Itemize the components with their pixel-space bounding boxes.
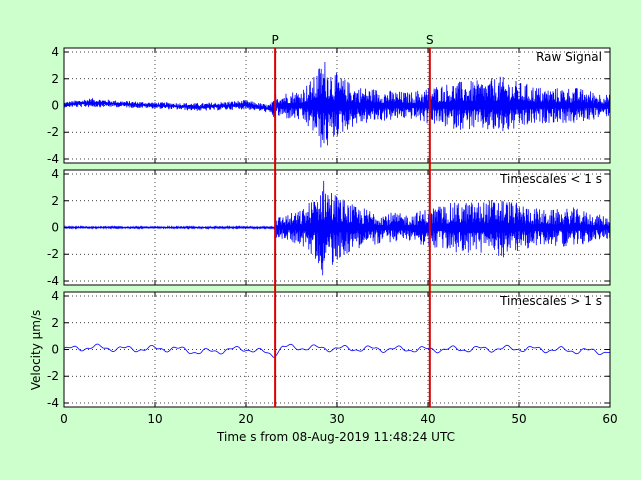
series-timescales-1-s [63, 180, 611, 276]
y-tick-label: 2 [51, 316, 59, 330]
x-axis: 0 10 20 30 40 50 60 [60, 412, 617, 426]
y-tick-label: 4 [51, 45, 59, 59]
x-tick-label: 20 [238, 412, 253, 426]
x-tick-label: 60 [602, 412, 617, 426]
x-tick-label: 50 [511, 412, 526, 426]
panel-1: -4 -2 0 2 4 Raw Signal [47, 45, 611, 166]
panel-label: Timescales < 1 s [499, 172, 602, 186]
pick-label-p: P [271, 33, 278, 47]
y-tick-label: 4 [51, 167, 59, 181]
pick-label-s: S [426, 33, 434, 47]
series-raw-signal [63, 61, 611, 148]
x-tick-label: 0 [60, 412, 68, 426]
panels: -4 -2 0 2 4 Raw Signal -4 -2 0 2 4 Timescales < 1 s… [47, 45, 611, 410]
y-tick-label: 2 [51, 72, 59, 86]
y-tick-label: 0 [51, 99, 59, 113]
y-tick-label: 2 [51, 194, 59, 208]
panel-2: -4 -2 0 2 4 Timescales < 1 s [47, 167, 611, 288]
y-tick-label: -2 [47, 125, 59, 139]
x-axis-label: Time s from 08-Aug-2019 11:48:24 UTC [216, 430, 455, 444]
y-tick-label: 0 [51, 221, 59, 235]
x-tick-label: 30 [329, 412, 344, 426]
y-tick-label: -4 [47, 396, 59, 410]
y-tick-label: -4 [47, 152, 59, 166]
y-tick-label: -2 [47, 247, 59, 261]
y-axis-label: Velocity μm/s [29, 310, 43, 391]
y-tick-label: -4 [47, 274, 59, 288]
x-tick-label: 40 [420, 412, 435, 426]
y-tick-label: 4 [51, 289, 59, 303]
panel-label: Raw Signal [536, 50, 602, 64]
x-tick-label: 10 [147, 412, 162, 426]
series-timescales-1-s [63, 343, 611, 358]
y-tick-label: -2 [47, 369, 59, 383]
panel-3: -4 -2 0 2 4 Timescales > 1 s [47, 289, 611, 410]
panel-label: Timescales > 1 s [499, 294, 602, 308]
y-tick-label: 0 [51, 343, 59, 357]
